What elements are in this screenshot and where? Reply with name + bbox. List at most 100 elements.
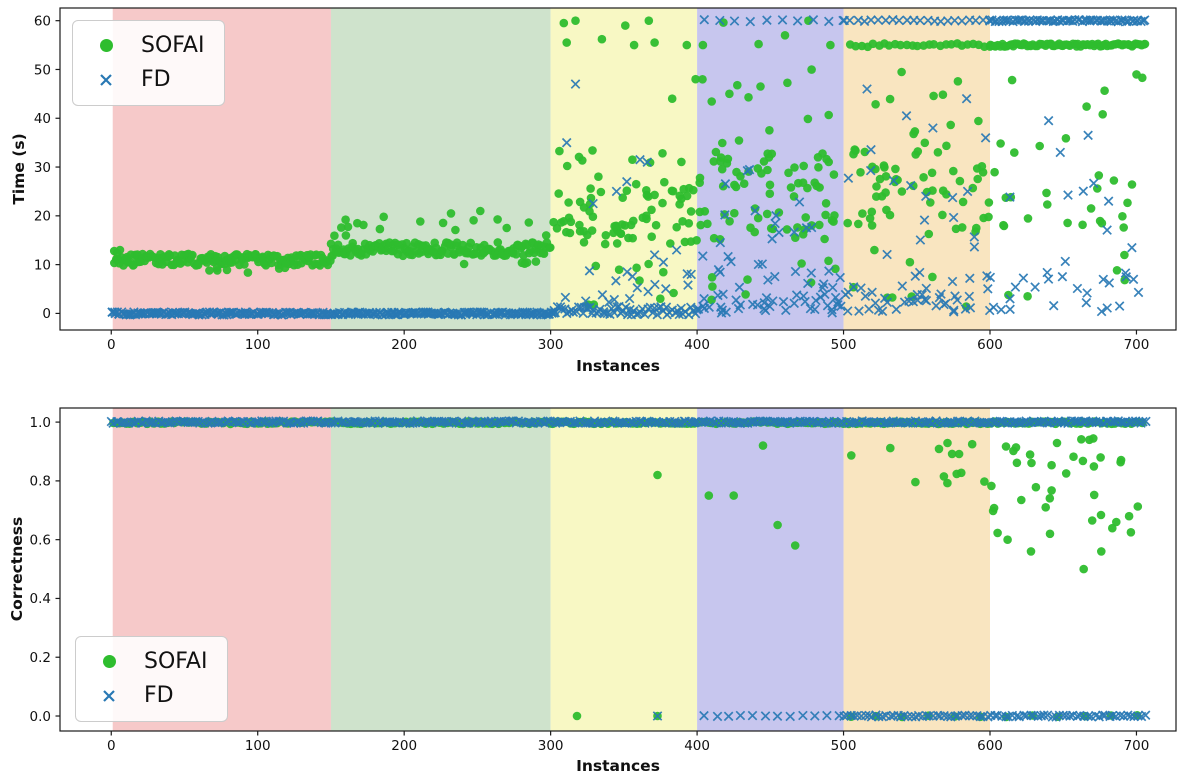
y-tick-label: 40	[34, 111, 51, 127]
data-point	[635, 276, 644, 285]
data-point	[1030, 282, 1040, 292]
data-point	[541, 231, 551, 240]
data-point	[938, 90, 948, 99]
data-point	[891, 304, 902, 315]
data-point	[659, 267, 668, 277]
data-point	[546, 243, 555, 252]
data-point	[759, 157, 769, 166]
data-points-layer	[106, 416, 1151, 722]
data-point	[909, 181, 918, 191]
data-point	[1077, 435, 1086, 444]
data-point	[793, 223, 802, 232]
data-point	[1089, 434, 1098, 443]
data-point	[611, 186, 622, 197]
data-point	[1082, 102, 1091, 111]
data-point	[797, 259, 806, 268]
data-point	[1010, 282, 1021, 292]
series-fd-points	[106, 416, 1151, 722]
series-sofai-points	[109, 16, 1150, 311]
plot-spines	[59, 7, 1177, 331]
data-point	[703, 219, 712, 229]
data-point	[719, 18, 728, 27]
data-point	[744, 93, 753, 102]
x-tick-label: 600	[977, 738, 1003, 754]
data-point	[947, 192, 958, 203]
data-point	[579, 238, 589, 247]
data-point	[996, 139, 1005, 148]
data-point	[790, 541, 800, 550]
data-point	[957, 710, 967, 721]
data-point	[957, 223, 967, 232]
data-point	[705, 416, 716, 426]
data-point	[353, 218, 362, 228]
data-point	[1094, 171, 1104, 180]
x-tick-label: 200	[391, 738, 417, 754]
data-point	[1005, 293, 1015, 304]
data-point	[723, 711, 734, 722]
data-point	[723, 251, 733, 262]
data-point	[653, 470, 662, 480]
data-point	[707, 295, 716, 305]
data-point	[761, 292, 772, 303]
data-point	[649, 250, 660, 260]
y-tick-label: 60	[34, 13, 51, 29]
data-point	[588, 198, 598, 209]
y-tick-label: 10	[34, 257, 51, 273]
data-point	[725, 217, 734, 226]
data-point	[1023, 214, 1033, 223]
x-tick-label: 300	[538, 738, 564, 754]
data-point	[774, 227, 784, 238]
data-point	[375, 224, 385, 234]
data-point	[698, 75, 707, 84]
data-point	[632, 282, 643, 293]
data-point	[904, 296, 914, 306]
data-point	[754, 39, 763, 49]
data-point	[926, 198, 935, 207]
top-xaxis-label: Instances	[576, 357, 660, 375]
data-point	[1127, 242, 1137, 253]
data-point	[1001, 442, 1011, 451]
data-point	[699, 710, 709, 721]
data-point	[789, 298, 800, 309]
data-point	[928, 123, 938, 133]
data-point	[811, 295, 821, 306]
x-tick-label: 700	[1124, 337, 1150, 353]
data-point	[780, 305, 791, 316]
data-point	[393, 307, 404, 318]
data-point	[806, 268, 817, 278]
data-point	[674, 309, 685, 320]
data-point	[1133, 502, 1143, 511]
data-point	[881, 188, 890, 197]
data-point	[629, 216, 638, 226]
data-point	[763, 149, 772, 158]
data-point	[1126, 528, 1136, 537]
data-point	[939, 472, 949, 481]
data-point	[972, 223, 981, 233]
data-point	[677, 157, 686, 167]
data-point	[1104, 278, 1115, 288]
data-point	[860, 291, 871, 302]
data-point	[867, 221, 877, 230]
y-tick-label: 0.2	[30, 650, 51, 666]
data-point	[954, 449, 964, 459]
data-point	[961, 93, 972, 104]
data-points-layer	[107, 14, 1150, 320]
data-point	[524, 218, 534, 227]
data-point	[866, 15, 876, 25]
x-tick-label: 600	[977, 337, 1003, 353]
data-point	[726, 256, 736, 267]
data-point	[699, 14, 710, 25]
data-point	[932, 418, 943, 428]
data-point	[475, 307, 485, 317]
data-point	[1081, 297, 1092, 308]
data-point	[1041, 503, 1050, 512]
x-tick-label: 200	[391, 337, 417, 353]
data-point	[709, 233, 719, 243]
data-point	[1107, 710, 1118, 721]
data-point	[622, 267, 632, 277]
data-point	[1063, 190, 1073, 200]
data-point	[801, 222, 812, 233]
data-point	[819, 289, 830, 300]
data-point	[922, 187, 932, 197]
